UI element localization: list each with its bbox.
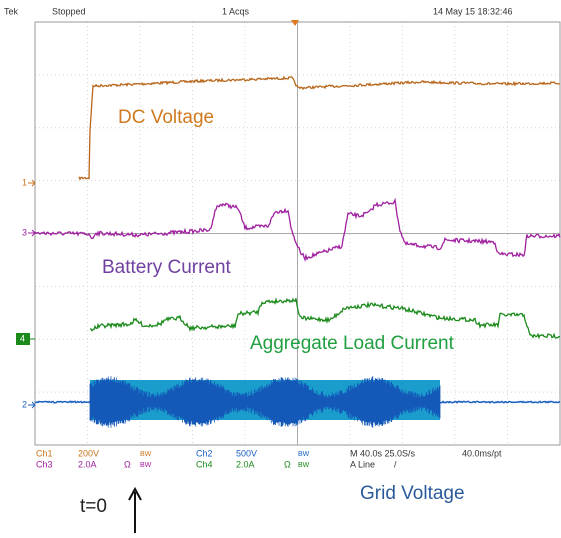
t0-arrow — [128, 486, 142, 533]
trigger-source: A Line — [350, 459, 375, 469]
ch3-bw: BW — [140, 462, 152, 469]
ch3-arrow — [28, 229, 36, 237]
acq-count: 1 Acqs — [222, 6, 250, 16]
acq-state: Stopped — [52, 6, 86, 16]
ch4-bw: BW — [298, 462, 310, 469]
ch3-label: Ch3 — [36, 459, 53, 469]
trigger-position — [291, 20, 299, 26]
load-current-trace — [89, 297, 560, 340]
dc-voltage-trace — [78, 75, 561, 181]
ch4-scale: 2.0A — [236, 459, 255, 469]
timebase: M 40.0s 25.0S/s — [350, 448, 416, 458]
ch1-marker: 1 — [22, 177, 27, 187]
graticule — [35, 22, 560, 445]
battery-current-trace — [34, 197, 561, 262]
grid-voltage-trace — [89, 376, 441, 428]
ch1-bw: BW — [140, 451, 152, 458]
ch4-ohm: Ω — [284, 459, 291, 469]
grid-voltage-baseline — [34, 400, 91, 404]
ch1-scale: 200V — [78, 448, 99, 458]
ch4-label: Ch4 — [196, 459, 213, 469]
ch3-ohm: Ω — [124, 459, 131, 469]
record-rate: 40.0ms/pt — [462, 448, 502, 458]
ch3-scale: 2.0A — [78, 459, 97, 469]
grid-voltage-baseline — [439, 400, 561, 404]
grid-voltage-label: Grid Voltage — [360, 483, 465, 504]
t0-label: t=0 — [80, 496, 107, 517]
ch3-marker: 3 — [22, 227, 27, 237]
ch1-label: Ch1 — [36, 448, 53, 458]
ch2-label: Ch2 — [196, 448, 213, 458]
ch2-arrow — [28, 401, 36, 409]
ch4-marker: 4 — [20, 333, 25, 343]
ch4-marker-box — [16, 333, 30, 345]
ch1-arrow — [28, 179, 36, 187]
timestamp: 14 May 15 18:32:46 — [433, 6, 513, 16]
ch2-scale: 500V — [236, 448, 257, 458]
waveforms — [34, 75, 561, 428]
ch2-marker: 2 — [22, 399, 27, 409]
status-bar: Ch1 200V BW Ch3 2.0A Ω BW Ch2 500V BW Ch… — [36, 448, 502, 469]
load-current-label: Aggregate Load Current — [250, 333, 455, 354]
ch2-bw: BW — [298, 451, 310, 458]
battery-current-label: Battery Current — [102, 257, 232, 278]
brand: Tek — [4, 6, 19, 16]
dc-voltage-label: DC Voltage — [118, 107, 214, 128]
trigger-slope: / — [394, 459, 397, 469]
